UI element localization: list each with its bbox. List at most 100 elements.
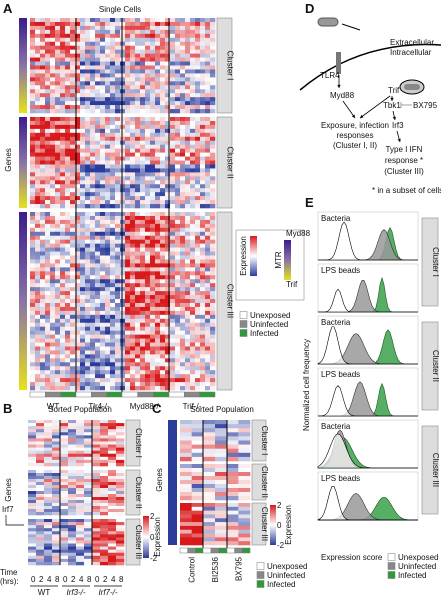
heatmap-cell	[65, 160, 71, 165]
heatmap-cell	[205, 117, 211, 122]
heatmap-cell	[135, 318, 141, 324]
heatmap-cell	[175, 338, 181, 343]
colorbar	[270, 505, 276, 545]
heatmap-cell	[85, 275, 91, 280]
heatmap-cell	[105, 386, 111, 391]
heatmap-cell	[140, 41, 146, 47]
heatmap-cell	[180, 180, 186, 185]
heatmap-cell	[115, 33, 121, 39]
label: Expression score	[321, 553, 383, 562]
heatmap-cell	[85, 354, 91, 359]
heatmap-cell	[210, 314, 216, 320]
heatmap-cell	[92, 525, 101, 529]
heatmap-cell	[60, 432, 69, 436]
heatmap-cell	[175, 164, 181, 169]
heatmap-cell	[155, 366, 161, 371]
heatmap-cell	[200, 117, 206, 122]
heatmap-cell	[68, 552, 77, 557]
heatmap-cell	[145, 29, 151, 35]
heatmap-cell	[160, 49, 166, 54]
heatmap-cell	[70, 374, 76, 379]
heatmap-cell	[155, 105, 161, 110]
heatmap-cell	[185, 180, 191, 185]
label: Genes	[155, 468, 164, 492]
heatmap-cell	[50, 18, 56, 23]
heatmap-cell	[52, 506, 61, 510]
heatmap-cell	[60, 132, 66, 138]
heatmap-cell	[92, 453, 101, 458]
heatmap-cell	[85, 128, 91, 134]
heatmap-cell	[30, 120, 36, 126]
heatmap-cell	[28, 522, 37, 526]
heatmap-cell	[65, 263, 71, 268]
heatmap-cell	[105, 61, 111, 66]
heatmap-cell	[175, 374, 181, 379]
heatmap-cell	[135, 291, 141, 296]
heatmap-cell	[95, 283, 101, 288]
heatmap-cell	[200, 21, 206, 27]
heatmap-cell	[85, 148, 91, 153]
heatmap-cell	[76, 426, 85, 430]
heatmap-cell	[200, 378, 206, 383]
condition-strip	[184, 391, 200, 398]
heatmap-cell	[65, 61, 71, 66]
heatmap-cell	[125, 235, 131, 240]
heatmap-cell	[75, 89, 81, 94]
heatmap-cell	[155, 168, 161, 173]
heatmap-cell	[90, 267, 96, 272]
heatmap-cell	[175, 350, 181, 355]
heatmap-cell	[110, 212, 116, 217]
heatmap-cell	[160, 117, 166, 122]
heatmap-cell	[190, 255, 196, 260]
heatmap-cell	[191, 533, 204, 538]
heatmap-cell	[190, 148, 196, 153]
heatmap-cell	[95, 291, 101, 296]
legend-label: Unexposed	[267, 562, 307, 571]
heatmap-cell	[30, 184, 36, 189]
heatmap-cell	[60, 89, 66, 94]
heatmap-cell	[84, 476, 93, 480]
heatmap-cell	[80, 267, 86, 272]
heatmap-cell	[30, 140, 36, 145]
heatmap-cell	[65, 306, 71, 312]
heatmap-cell	[90, 243, 96, 248]
heatmap-cell	[85, 160, 91, 165]
heatmap-cell	[125, 168, 131, 173]
heatmap-cell	[60, 283, 66, 288]
heatmap-cell	[75, 172, 81, 177]
heatmap-cell	[110, 322, 116, 328]
heatmap-cell	[100, 423, 109, 427]
heatmap-cell	[130, 188, 136, 193]
heatmap-cell	[140, 318, 146, 324]
heatmap-cell	[175, 105, 181, 110]
heatmap-cell	[36, 549, 45, 554]
heatmap-cell	[210, 41, 216, 47]
heatmap-cell	[175, 275, 181, 280]
heatmap-cell	[105, 378, 111, 383]
heatmap-cell	[200, 235, 206, 240]
heatmap-cell	[100, 97, 106, 102]
heatmap-cell	[36, 561, 45, 566]
heatmap-cell	[215, 503, 227, 508]
heatmap-cell	[180, 81, 186, 86]
heatmap-cell	[205, 287, 211, 292]
heatmap-cell	[75, 124, 81, 130]
heatmap-cell	[35, 156, 41, 161]
heatmap-cell	[195, 306, 201, 312]
heatmap-cell	[90, 53, 96, 58]
heatmap-cell	[68, 453, 77, 458]
heatmap-cell	[210, 326, 216, 331]
heatmap-cell	[76, 561, 85, 566]
heatmap-cell	[155, 267, 161, 272]
heatmap-cell	[55, 358, 61, 363]
heatmap-cell	[130, 219, 136, 225]
heatmap-cell	[190, 73, 196, 78]
heatmap-cell	[135, 180, 141, 185]
heatmap-cell	[65, 295, 71, 300]
heatmap-cell	[100, 109, 106, 114]
heatmap-cell	[165, 271, 171, 276]
heatmap-cell	[44, 420, 53, 424]
heatmap-cell	[165, 378, 171, 383]
heatmap-cell	[115, 148, 121, 153]
heatmap-cell	[44, 482, 53, 486]
